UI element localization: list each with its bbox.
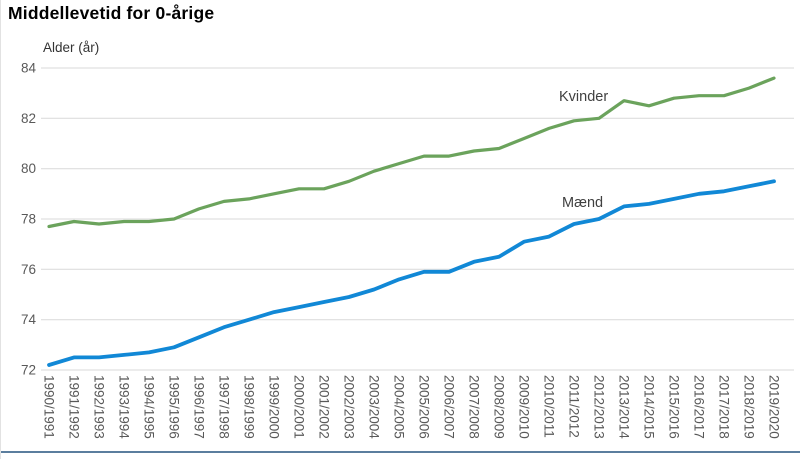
- x-tick-label: 1997/1998: [217, 375, 232, 439]
- y-tick-label: 84: [21, 61, 37, 76]
- x-tick-label: 2008/2009: [492, 375, 507, 439]
- x-tick-label: 2000/2001: [292, 375, 307, 439]
- x-tick-label-group: 1992/1993: [92, 375, 107, 439]
- x-tick-label: 2019/2020: [767, 375, 782, 439]
- x-tick-label: 1996/1997: [192, 375, 207, 439]
- series-label-maend: Mænd: [562, 195, 604, 211]
- x-tick-label-group: 1995/1996: [167, 375, 182, 439]
- x-tick-label-group: 2005/2006: [417, 375, 432, 439]
- x-tick-label: 2002/2003: [342, 375, 357, 439]
- y-tick-label: 80: [21, 161, 36, 176]
- x-tick-label-group: 2000/2001: [292, 375, 307, 439]
- x-tick-label-group: 1993/1994: [117, 375, 132, 439]
- x-tick-label-group: 1996/1997: [192, 375, 207, 439]
- x-tick-label-group: 2016/2017: [692, 375, 707, 439]
- x-tick-label-group: 2004/2005: [392, 375, 407, 439]
- x-tick-label-group: 2014/2015: [642, 375, 657, 439]
- x-tick-label: 2005/2006: [417, 375, 432, 439]
- x-tick-label-group: 2013/2014: [617, 375, 632, 439]
- x-tick-label-group: 2019/2020: [767, 375, 782, 439]
- x-tick-label-group: 2007/2008: [467, 375, 482, 439]
- x-tick-label-group: 1999/2000: [267, 375, 282, 439]
- x-tick-label: 2018/2019: [742, 375, 757, 439]
- x-tick-label: 2015/2016: [667, 375, 682, 439]
- y-tick-label: 78: [21, 212, 36, 227]
- x-tick-label: 1993/1994: [117, 375, 132, 439]
- x-tick-label: 2010/2011: [542, 375, 557, 438]
- y-tick-label: 74: [21, 312, 37, 327]
- x-tick-label: 2011/2012: [567, 375, 582, 438]
- bottom-border-line: [1, 451, 800, 453]
- x-tick-label: 1992/1993: [92, 375, 107, 439]
- y-tick-label: 76: [21, 262, 36, 277]
- series-line-kvinder: [47, 76, 776, 229]
- x-tick-label: 2013/2014: [617, 375, 632, 439]
- x-tick-label-group: 2015/2016: [667, 375, 682, 439]
- x-tick-label-group: 2017/2018: [717, 375, 732, 439]
- y-tick-label: 72: [21, 363, 36, 378]
- x-tick-label: 2006/2007: [442, 375, 457, 439]
- x-tick-label: 1990/1991: [42, 375, 57, 439]
- x-tick-label: 1999/2000: [267, 375, 282, 439]
- y-tick-label: 82: [21, 111, 36, 126]
- x-tick-label: 2009/2010: [517, 375, 532, 439]
- x-tick-label: 2016/2017: [692, 375, 707, 439]
- x-tick-label-group: 2003/2004: [367, 375, 382, 439]
- x-tick-label: 2004/2005: [392, 375, 407, 439]
- x-tick-label-group: 2006/2007: [442, 375, 457, 439]
- x-tick-label-group: 2012/2013: [592, 375, 607, 439]
- x-tick-label: 2003/2004: [367, 375, 382, 439]
- x-tick-label: 2014/2015: [642, 375, 657, 439]
- x-tick-label-group: 2011/2012: [567, 375, 582, 438]
- x-tick-label-group: 2010/2011: [542, 375, 557, 438]
- x-tick-label: 2001/2002: [317, 375, 332, 439]
- x-tick-label-group: 1991/1992: [67, 375, 82, 439]
- x-tick-label: 1994/1995: [142, 375, 157, 439]
- series-line-maend: [47, 179, 776, 367]
- series-label-kvinder: Kvinder: [559, 89, 609, 105]
- x-tick-label-group: 2009/2010: [517, 375, 532, 439]
- x-tick-label: 1995/1996: [167, 375, 182, 439]
- x-tick-label: 2012/2013: [592, 375, 607, 439]
- x-tick-label: 1991/1992: [67, 375, 82, 439]
- x-tick-label-group: 1997/1998: [217, 375, 232, 439]
- x-tick-label-group: 2018/2019: [742, 375, 757, 439]
- x-tick-label-group: 1994/1995: [142, 375, 157, 439]
- chart-title: Middellevetid for 0-årige: [8, 3, 215, 23]
- x-tick-label-group: 1998/1999: [242, 375, 257, 439]
- y-axis-title: Alder (år): [43, 40, 100, 55]
- x-tick-label-group: 2008/2009: [492, 375, 507, 439]
- x-tick-label-group: 1990/1991: [42, 375, 57, 439]
- x-tick-label: 2007/2008: [467, 375, 482, 439]
- x-tick-label-group: 2002/2003: [342, 375, 357, 439]
- x-tick-label-group: 2001/2002: [317, 375, 332, 439]
- x-tick-label: 1998/1999: [242, 375, 257, 439]
- x-tick-label: 2017/2018: [717, 375, 732, 439]
